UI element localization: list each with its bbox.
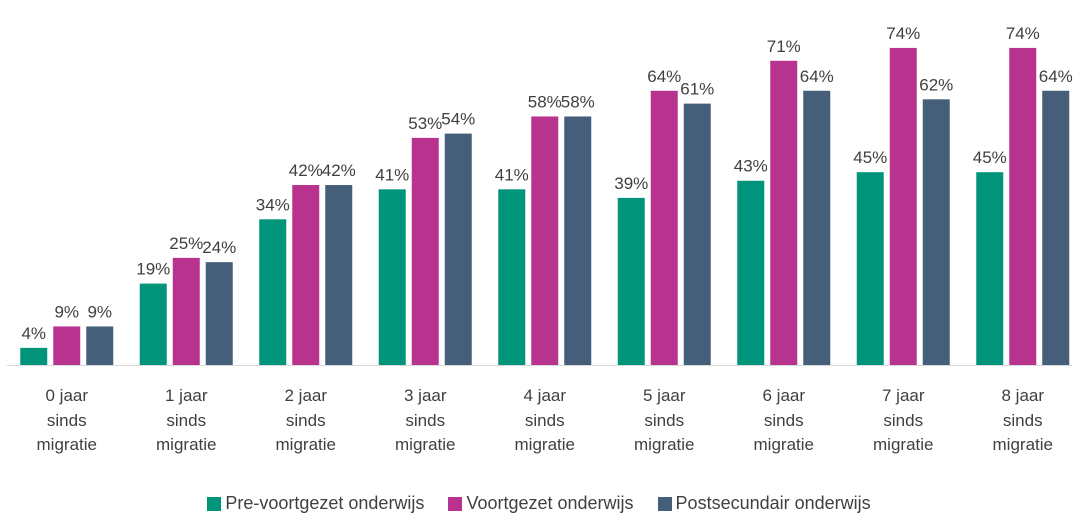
data-label: 64% [647,67,681,86]
legend-item: Postsecundair onderwijs [657,493,871,514]
data-label: 43% [734,157,768,176]
legend-item: Pre-voortgezet onderwijs [207,493,424,514]
data-label: 45% [973,148,1007,167]
x-tick-label: 2 jaar sinds migratie [275,386,336,454]
data-label: 24% [202,238,236,257]
data-label: 45% [853,148,887,167]
bar [617,197,645,365]
data-label: 64% [1039,67,1073,86]
x-tick-label: 1 jaar sinds migratie [156,386,217,454]
bar [20,347,48,365]
data-label: 61% [680,80,714,99]
legend-label: Pre-voortgezet onderwijs [225,493,425,513]
bar [139,283,167,365]
data-label: 25% [169,234,203,253]
bar [770,60,798,365]
bar [1009,47,1037,365]
data-label: 39% [614,174,648,193]
bar [259,219,287,365]
bar [292,185,320,365]
bar [650,90,678,365]
data-label: 9% [54,302,79,321]
bar [1042,90,1070,365]
bar [976,172,1004,365]
bar [172,257,200,365]
legend-item: Voortgezet onderwijs [448,493,634,514]
data-label: 42% [289,161,323,180]
bar [922,99,950,365]
data-label: 58% [561,92,595,111]
x-tick-label: 5 jaar sinds migratie [634,386,695,454]
bar [205,262,233,365]
bar [889,47,917,365]
bar [325,185,353,365]
bar [444,133,472,365]
data-label: 34% [256,195,290,214]
data-label: 42% [322,161,356,180]
bar [86,326,114,365]
bar [531,116,559,365]
x-tick-label: 6 jaar sinds migratie [753,386,814,454]
bar [737,180,765,365]
legend-swatch [657,496,672,511]
legend-label: Postsecundair onderwijs [675,493,871,513]
data-label: 54% [441,110,475,129]
data-label: 53% [408,114,442,133]
legend-swatch [207,496,222,511]
bar [683,103,711,366]
bar [411,137,439,365]
data-label: 9% [87,302,112,321]
legend: Pre-voortgezet onderwijs Voortgezet onder… [0,493,1078,514]
data-label: 41% [495,165,529,184]
x-tick-label: 0 jaar sinds migratie [36,386,97,454]
x-tick-label: 3 jaar sinds migratie [395,386,456,454]
bar [53,326,81,365]
data-label: 74% [886,24,920,43]
x-tick-label: 8 jaar sinds migratie [992,386,1053,454]
data-label: 4% [21,324,46,343]
legend-swatch [448,496,463,511]
data-label: 41% [375,165,409,184]
legend-label: Voortgezet onderwijs [466,493,634,513]
data-label: 19% [136,260,170,279]
data-label: 64% [800,67,834,86]
data-label: 71% [767,37,801,56]
data-label: 74% [1006,24,1040,43]
x-tick-label: 4 jaar sinds migratie [514,386,575,454]
bar [498,189,526,365]
bar [378,189,406,365]
x-tick-label: 7 jaar sinds migratie [873,386,934,454]
bar [564,116,592,365]
data-label: 58% [528,92,562,111]
data-label: 62% [919,75,953,94]
bar [856,172,884,365]
bar [803,90,831,365]
